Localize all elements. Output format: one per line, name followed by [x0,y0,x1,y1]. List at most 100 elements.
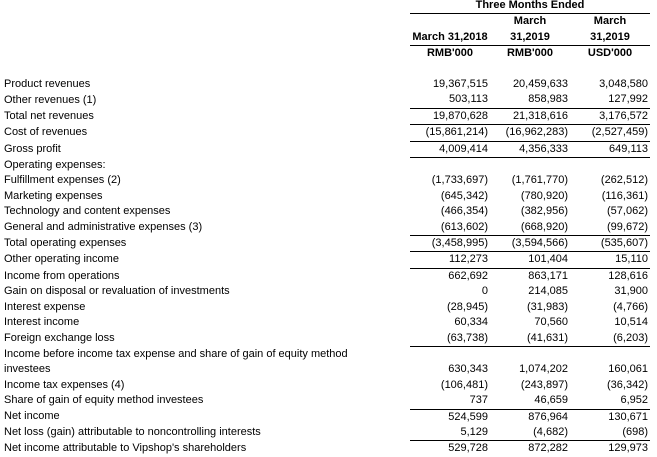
row-label: General and administrative expenses (3) [4,220,203,233]
row-value-col3: 6,952 [620,394,648,407]
row-value-col2: 21,318,616 [490,107,570,125]
row-label: Net income attributable to Vipshop's sha… [4,442,247,455]
row-value-col3: 130,671 [570,408,650,425]
row-value-col2: 70,560 [534,316,568,329]
row-value-col3: (262,512) [600,174,648,187]
col1-line2: March 31,2018 [410,29,490,47]
row-label: investees [4,363,51,376]
col1-line1 [410,14,490,30]
row-label: Foreign exchange loss [4,331,115,344]
table-row: Cost of revenues (15,861,214) (16,962,283)… [0,124,650,142]
row-value-col2: (1,761,770) [511,174,568,187]
header-row-2: March 31,2018 31,2019 31,2019 [0,29,650,47]
table-row: Income before income tax expense and sha… [0,346,650,362]
row-value-col1: (3,458,995) [410,235,490,252]
table-row: Interest income 60,334 70,560 10,514 [0,315,650,330]
row-label: Income from operations [4,269,120,282]
table-row: Fulfillment expenses (2) (1,733,697) (1,76… [0,173,650,188]
row-value-col2: (243,897) [520,378,568,391]
table-row: Other revenues (1) 503,113 858,983 127,992 [0,92,650,108]
table-row: Marketing expenses (645,342) (780,920) (116… [0,189,650,204]
row-value-col3: (698) [622,425,648,438]
table-row: Net income 524,599 876,964 130,671 [0,408,650,425]
table-row: Gain on disposal or revaluation of inves… [0,284,650,299]
table-row: investees 630,343 1,074,202 160,061 [0,362,650,377]
row-label: Interest expense [4,300,86,313]
row-label: Gross profit [4,142,61,155]
row-value-col3: (99,672) [607,220,648,233]
row-value-col1: 112,273 [410,251,490,269]
col2-unit: RMB'000 [506,47,554,60]
row-value-col3: 127,992 [608,93,648,106]
row-value-col2 [490,158,570,174]
row-label: Marketing expenses [4,189,103,202]
row-value-col1: 524,599 [410,408,490,425]
row-value-col3: 31,900 [614,285,648,298]
table-row: Gross profit 4,009,414 4,356,333 649,113 [0,140,650,159]
spacer-row [0,62,650,77]
col3-unit: USD'000 [587,47,633,60]
row-label: Net income [4,410,60,423]
header-row-unit: RMB'000 RMB'000 USD'000 [0,46,650,62]
row-value-col1: 0 [481,285,488,298]
row-label: Total operating expenses [4,237,127,250]
row-label: Income before income tax expense and sha… [4,347,348,360]
row-value-col1: 60,334 [454,316,488,329]
table-row: Foreign exchange loss (63,738) (41,631) (6,… [0,330,650,347]
row-value-col3: 10,514 [614,316,648,329]
row-label: Product revenues [4,78,91,91]
row-value-col3: 15,110 [570,251,650,269]
row-value-col2: 863,171 [490,267,570,285]
row-value-col2: (382,956) [520,205,568,218]
row-label: Interest income [4,316,80,329]
col1-unit: RMB'000 [426,47,474,60]
row-value-col1: (645,342) [440,189,488,202]
table-row: Other operating income 112,273 101,404 15,1… [0,251,650,269]
table-row: Total operating expenses (3,458,995) (3,59… [0,235,650,252]
row-value-col2: (4,682) [533,425,568,438]
col3-line2: 31,2019 [570,29,650,47]
row-value-col2: 858,983 [528,93,568,106]
table-row: Interest expense (28,945) (31,983) (4,766) [0,300,650,315]
row-value-col3: (57,062) [607,205,648,218]
row-value-col1: 630,343 [448,363,488,376]
row-label: Total net revenues [4,109,94,122]
row-value-col1: 19,870,628 [410,107,490,125]
row-value-col1: (28,945) [447,300,488,313]
row-value-col3: (4,766) [613,300,648,313]
row-label: Operating expenses: [4,158,106,171]
table-row: Product revenues 19,367,515 20,459,633 3,04… [0,77,650,92]
header-row-group: Three Months Ended [0,0,650,15]
row-value-col3: (6,203) [570,330,650,347]
row-value-col3: (116,361) [601,189,648,202]
row-value-col2: 876,964 [490,408,570,425]
row-value-col3: (36,342) [607,378,648,391]
row-value-col1: (466,354) [440,205,488,218]
row-label: Cost of revenues [4,126,88,139]
row-value-col2 [490,346,570,362]
row-value-col2: 20,459,633 [512,78,568,91]
row-value-col1: 503,113 [449,93,488,106]
col2-line1: March [513,15,547,28]
row-label: Other revenues (1) [4,93,97,106]
table-row: Income from operations 662,692 863,171 128,… [0,267,650,285]
row-value-col2: (41,631) [490,330,570,347]
row-value-col1: (613,602) [440,220,488,233]
row-value-col3 [570,346,650,362]
row-value-col2: 46,659 [534,394,568,407]
row-value-col1: 5,129 [460,425,488,438]
row-label: Other operating income [4,253,119,266]
row-label: Technology and content expenses [4,205,171,218]
header-row-1: March March [0,14,650,30]
row-value-col3: 649,113 [570,140,650,159]
row-label: Fulfillment expenses (2) [4,174,121,187]
table-row: Net income attributable to Vipshop's sha… [0,440,650,457]
row-value-col3: 160,061 [608,363,648,376]
table-row: Income tax expenses (4) (106,481) (243,897… [0,378,650,393]
row-value-col1 [410,346,490,362]
row-value-col2: (16,962,283) [490,124,570,142]
row-value-col2: (780,920) [520,189,568,202]
row-value-col1: 737 [469,394,488,407]
row-value-col3: 3,176,572 [570,107,650,125]
